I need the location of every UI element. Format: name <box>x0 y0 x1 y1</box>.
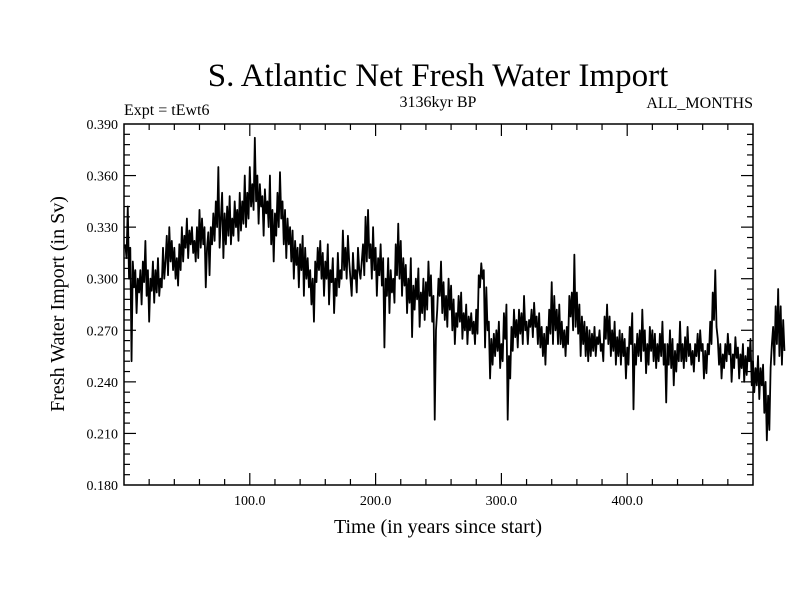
months-caption: ALL_MONTHS <box>646 95 753 112</box>
y-tick-label: 0.390 <box>87 118 119 133</box>
x-tick-label: 400.0 <box>611 494 643 509</box>
y-tick-label: 0.330 <box>87 221 119 236</box>
y-tick-label: 0.240 <box>87 376 119 391</box>
plot-area <box>123 123 754 486</box>
x-tick-label: 300.0 <box>486 494 518 509</box>
y-tick-label: 0.180 <box>87 479 119 494</box>
chart-title: S. Atlantic Net Fresh Water Import <box>208 58 669 94</box>
y-tick-label: 0.300 <box>87 273 119 288</box>
experiment-caption: Expt = tEwt6 <box>124 102 209 119</box>
axis-tick-labels: 100.0 200.0 300.0 400.0 0.180 0.210 0.240 0.270… <box>87 118 643 509</box>
data-series-line <box>124 136 786 442</box>
y-tick-label: 0.270 <box>87 324 119 339</box>
period-caption: 3136kyr BP <box>400 94 477 111</box>
y-axis-label: Fresh Water Import (in Sv) <box>47 196 69 412</box>
axis-ticks <box>124 124 753 485</box>
x-tick-label: 200.0 <box>360 494 392 509</box>
x-tick-label: 100.0 <box>234 494 266 509</box>
y-tick-label: 0.360 <box>87 170 119 185</box>
y-tick-label: 0.210 <box>87 427 119 442</box>
x-axis-label: Time (in years since start) <box>334 516 542 538</box>
